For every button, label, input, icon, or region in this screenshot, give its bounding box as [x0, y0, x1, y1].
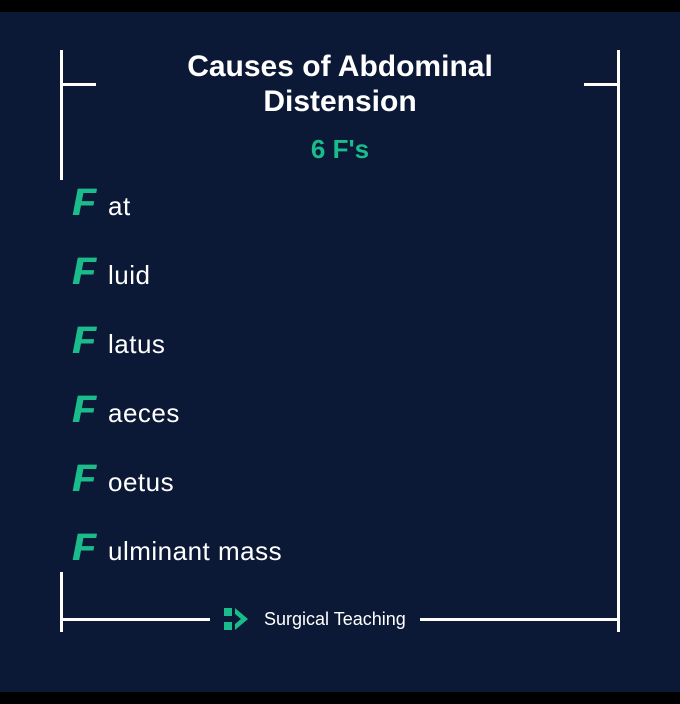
mnemonic-letter: F	[72, 320, 102, 363]
arrow-logo-icon	[224, 606, 254, 632]
title-block: Causes of Abdominal Distension	[96, 50, 584, 119]
list-item: F latus	[72, 320, 282, 363]
frame-bottom: Surgical Teaching	[60, 606, 620, 632]
list-item: F oetus	[72, 458, 282, 501]
infographic-card: Causes of Abdominal Distension 6 F's F a…	[0, 12, 680, 692]
title-line-2: Distension	[106, 85, 574, 120]
title-line-1: Causes of Abdominal	[106, 50, 574, 85]
list-item: F luid	[72, 251, 282, 294]
brand-block: Surgical Teaching	[210, 606, 420, 632]
list-item: F ulminant mass	[72, 527, 282, 570]
mnemonic-letter: F	[72, 182, 102, 225]
mnemonic-letter: F	[72, 389, 102, 432]
item-text: luid	[108, 260, 150, 291]
frame-bottom-left	[60, 618, 210, 621]
item-text: aeces	[108, 398, 180, 429]
mnemonic-letter: F	[72, 527, 102, 570]
list-item: F aeces	[72, 389, 282, 432]
item-text: latus	[108, 329, 165, 360]
frame-top: Causes of Abdominal Distension	[60, 50, 620, 119]
list-item: F at	[72, 182, 282, 225]
mnemonic-letter: F	[72, 458, 102, 501]
frame-bottom-right	[420, 618, 620, 621]
item-text: oetus	[108, 467, 174, 498]
item-text: at	[108, 191, 131, 222]
subtitle: 6 F's	[0, 134, 680, 165]
item-text: ulminant mass	[108, 536, 282, 567]
mnemonic-letter: F	[72, 251, 102, 294]
mnemonic-list: F at F luid F latus F aeces F oetus F ul…	[72, 182, 282, 596]
brand-text: Surgical Teaching	[264, 609, 406, 630]
